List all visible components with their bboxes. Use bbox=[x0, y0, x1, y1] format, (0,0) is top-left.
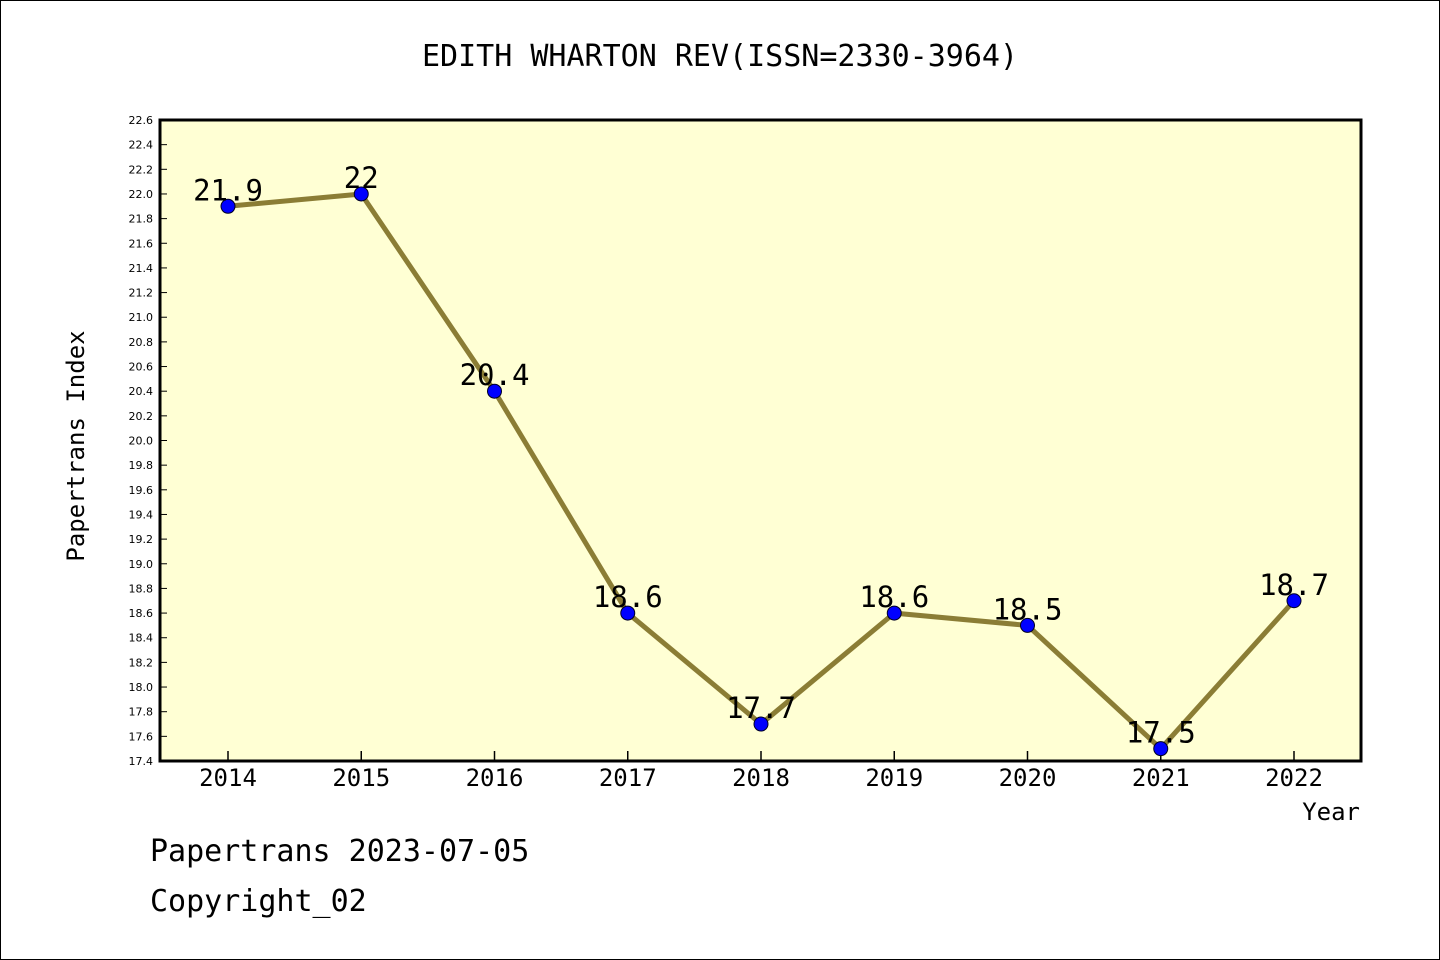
data-label: 20.4 bbox=[460, 358, 530, 392]
y-tick-label: 18.2 bbox=[129, 656, 154, 669]
x-axis-ticks: 2014 2015 2016 2017 2018 2019 2020 2021 2022 bbox=[199, 751, 1323, 792]
plot-area bbox=[158, 118, 1363, 763]
y-tick-label: 18.0 bbox=[129, 681, 154, 694]
y-tick-label: 20.6 bbox=[129, 361, 154, 374]
data-point-marker bbox=[886, 605, 902, 621]
y-tick-label: 19.8 bbox=[129, 459, 154, 472]
data-point-marker bbox=[620, 605, 636, 621]
y-tick-label: 21.4 bbox=[129, 262, 154, 275]
data-label: 18.7 bbox=[1259, 568, 1329, 602]
data-label: 18.5 bbox=[993, 592, 1063, 626]
y-tick-label: 18.8 bbox=[129, 582, 154, 595]
y-tick-label: 19.6 bbox=[129, 484, 154, 497]
data-label: 17.5 bbox=[1126, 716, 1196, 750]
data-label: 21.9 bbox=[193, 173, 263, 207]
x-tick-label: 2018 bbox=[732, 764, 790, 792]
data-label: 17.7 bbox=[726, 691, 796, 725]
y-tick-label: 22.2 bbox=[129, 163, 154, 176]
y-tick-label: 22.4 bbox=[129, 139, 154, 152]
y-tick-label: 17.4 bbox=[129, 755, 154, 768]
data-markers bbox=[220, 186, 1302, 757]
data-point-marker bbox=[353, 186, 369, 202]
x-tick-label: 2014 bbox=[199, 764, 257, 792]
y-tick-label: 21.2 bbox=[129, 287, 154, 300]
data-point-marker bbox=[1286, 593, 1302, 609]
data-point-marker bbox=[1153, 741, 1169, 757]
x-tick-label: 2019 bbox=[865, 764, 923, 792]
y-tick-label: 20.2 bbox=[129, 410, 154, 423]
y-tick-label: 21.6 bbox=[129, 237, 154, 250]
x-tick-label: 2017 bbox=[599, 764, 657, 792]
x-axis-label: Year bbox=[1302, 798, 1360, 826]
data-point-marker bbox=[487, 383, 502, 399]
footer-date-text: Papertrans 2023-07-05 bbox=[150, 834, 530, 869]
y-tick-label: 22.0 bbox=[129, 188, 154, 201]
chart-title: EDITH WHARTON REV(ISSN=2330-3964) bbox=[422, 39, 1018, 74]
y-tick-label: 18.6 bbox=[129, 607, 154, 620]
x-tick-label: 2016 bbox=[466, 764, 524, 792]
y-tick-label: 20.0 bbox=[129, 435, 154, 448]
y-tick-label: 18.4 bbox=[129, 632, 154, 645]
y-tick-label: 20.8 bbox=[129, 336, 154, 349]
y-tick-label: 19.0 bbox=[129, 558, 154, 571]
y-tick-label: 22.6 bbox=[129, 114, 154, 127]
data-point-marker bbox=[1020, 617, 1035, 633]
y-axis-label: Papertrans Index bbox=[62, 330, 90, 561]
footer-copyright-text: Copyright_02 bbox=[150, 884, 367, 919]
y-tick-label: 19.4 bbox=[129, 508, 154, 521]
x-tick-label: 2021 bbox=[1132, 764, 1190, 792]
y-tick-label: 21.8 bbox=[129, 213, 154, 226]
y-tick-label: 19.2 bbox=[129, 533, 154, 546]
data-point-marker bbox=[220, 198, 236, 214]
y-tick-label: 20.4 bbox=[129, 385, 154, 398]
x-tick-label: 2020 bbox=[999, 764, 1057, 792]
data-label: 18.6 bbox=[859, 580, 929, 614]
data-label: 22 bbox=[344, 161, 379, 195]
y-tick-label: 21.0 bbox=[129, 311, 154, 324]
y-axis-ticks: 17.4 17.6 17.8 18.0 18.2 18.4 18.6 18.8 19.0 19.2… bbox=[129, 114, 167, 768]
data-labels: 21.9 22 20.4 18.6 17.7 18.6 18.5 17.5 18.7 bbox=[193, 161, 1329, 750]
x-tick-label: 2022 bbox=[1265, 764, 1323, 792]
y-tick-label: 17.8 bbox=[129, 706, 154, 719]
y-tick-label: 17.6 bbox=[129, 730, 154, 743]
x-tick-label: 2015 bbox=[332, 764, 390, 792]
data-label: 18.6 bbox=[593, 580, 663, 614]
data-point-marker bbox=[753, 716, 769, 732]
